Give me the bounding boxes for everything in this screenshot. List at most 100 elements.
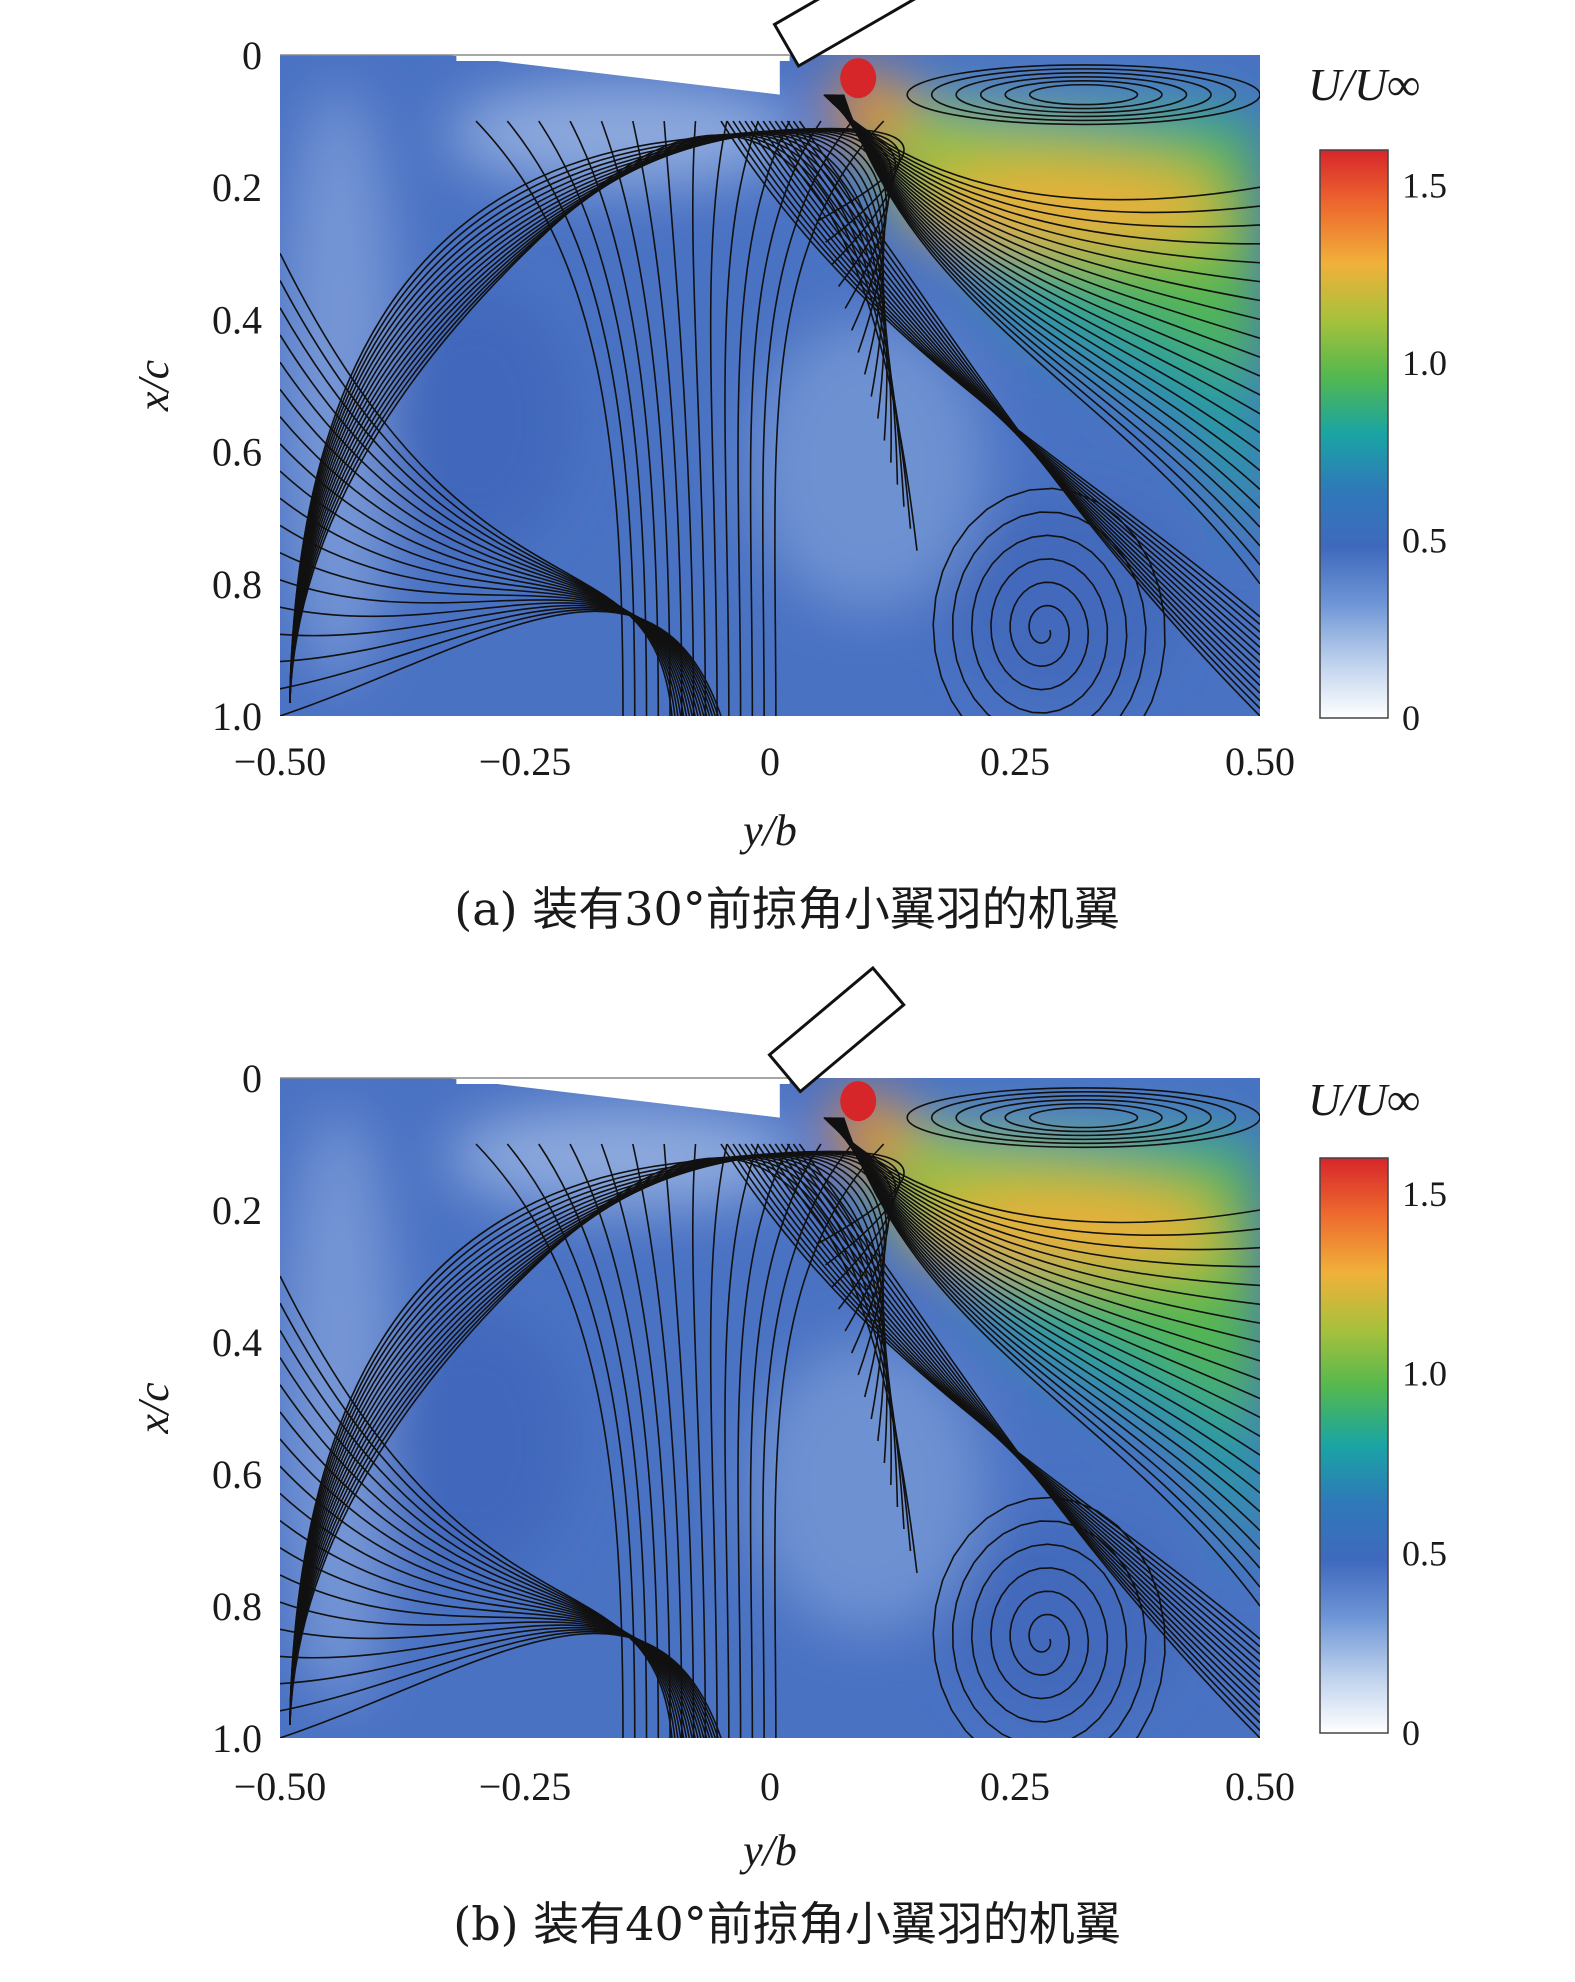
streamline xyxy=(825,94,1260,228)
streamline xyxy=(833,1117,1260,1419)
streamline xyxy=(280,524,702,716)
streamline xyxy=(830,94,1260,340)
streamline xyxy=(792,120,1260,709)
x-tick-label: 0 xyxy=(760,739,780,784)
recirculation-loop xyxy=(930,68,1237,122)
streamline xyxy=(786,1143,1260,1724)
x-tick-label: 0.25 xyxy=(980,1764,1050,1809)
x-axis-label: y/b xyxy=(739,806,797,855)
streamline xyxy=(761,120,853,716)
streamline xyxy=(824,94,1260,214)
colorbar-tick-label: 0 xyxy=(1402,1713,1420,1753)
peak-region xyxy=(840,1081,877,1122)
streamline xyxy=(280,280,676,716)
streamline xyxy=(826,1117,1260,1268)
streamline xyxy=(774,120,1260,687)
streamline xyxy=(832,1117,1260,1400)
colorbar-tick-label: 1.5 xyxy=(1402,1174,1447,1214)
panel-a: −0.50 −0.25 0 0.25 0.5000.20.40.60.81.0y/bx/… xyxy=(129,0,1447,936)
streamline xyxy=(780,1143,1260,1716)
streamline xyxy=(569,1143,660,1738)
streamline xyxy=(280,606,716,716)
recirculation-loop xyxy=(906,1087,1260,1149)
streamline xyxy=(280,1519,699,1738)
streamline xyxy=(289,128,901,703)
streamline xyxy=(749,1143,822,1738)
y-axis-label: x/c xyxy=(129,359,178,412)
streamline xyxy=(842,94,1260,585)
wing-gap xyxy=(446,55,780,95)
streamline xyxy=(828,1117,1260,1324)
streamline xyxy=(569,120,660,716)
panel-caption: (b) 装有40°前掠角小翼羽的机翼 xyxy=(453,1897,1121,1951)
recirculation-loop xyxy=(1028,83,1139,106)
streamline xyxy=(826,94,1260,245)
streamline xyxy=(280,307,679,716)
streamline xyxy=(280,1357,682,1738)
streamline xyxy=(825,1117,1260,1251)
streamline xyxy=(280,416,691,716)
streamline xyxy=(506,120,636,716)
panel-b: −0.50 −0.25 0 0.25 0.5000.20.40.60.81.0y/bx/… xyxy=(129,965,1447,1951)
streamline xyxy=(280,602,711,716)
streamline xyxy=(842,1117,1260,1607)
recirculation-loop xyxy=(930,1091,1237,1145)
colorbar-tick-label: 0.5 xyxy=(1402,1533,1447,1573)
streamline xyxy=(832,94,1260,377)
streamline xyxy=(280,551,705,716)
x-tick-label: 0.50 xyxy=(1225,1764,1295,1809)
recirculation-loop xyxy=(1004,79,1163,110)
streamline xyxy=(280,1631,719,1738)
x-tick-label: −0.25 xyxy=(479,1764,572,1809)
streamline xyxy=(280,1411,688,1738)
streamline xyxy=(289,1157,918,1725)
streamline xyxy=(768,1143,1260,1701)
streamline xyxy=(932,487,1166,716)
y-tick-label: 0.6 xyxy=(212,430,262,475)
streamline xyxy=(761,1143,853,1738)
streamline xyxy=(280,1574,705,1738)
streamline xyxy=(289,1151,901,1725)
streamline xyxy=(280,604,714,716)
streamline xyxy=(709,1143,728,1738)
streamline xyxy=(280,1629,716,1738)
streamline xyxy=(280,610,722,716)
streamline xyxy=(823,1117,1260,1224)
recirculation-loop xyxy=(906,64,1260,126)
streamlines xyxy=(280,64,1260,716)
streamline xyxy=(737,1143,791,1738)
streamline xyxy=(506,1143,636,1738)
streamline xyxy=(280,608,719,716)
streamline xyxy=(749,120,822,716)
recirculation-loop xyxy=(955,72,1212,118)
y-tick-label: 0 xyxy=(242,1056,262,1101)
streamline xyxy=(773,120,885,716)
colorbar-tick-label: 0.5 xyxy=(1402,521,1447,561)
recirculation-loop xyxy=(1004,1102,1163,1133)
streamline xyxy=(786,120,1260,702)
streamline xyxy=(280,579,708,716)
streamline xyxy=(289,127,905,703)
streamline xyxy=(724,1143,759,1738)
peak-region xyxy=(840,58,877,99)
streamline xyxy=(632,120,683,716)
streamline xyxy=(280,1624,711,1738)
streamline xyxy=(691,1143,707,1738)
streamline xyxy=(768,120,1260,679)
streamline xyxy=(280,1275,673,1738)
streamline xyxy=(280,1626,714,1738)
colorbar xyxy=(1319,1157,1389,1734)
streamline xyxy=(280,1632,722,1738)
streamline xyxy=(737,120,791,716)
streamline xyxy=(827,1117,1260,1306)
streamline xyxy=(829,1117,1260,1343)
streamline xyxy=(280,1384,685,1738)
streamline xyxy=(833,94,1260,396)
y-tick-label: 0.2 xyxy=(212,1188,262,1233)
recirculation-loop xyxy=(979,76,1188,114)
streamline xyxy=(792,1143,1260,1731)
streamline xyxy=(798,1143,1260,1738)
y-tick-label: 0.6 xyxy=(212,1452,262,1497)
streamline xyxy=(538,120,648,716)
y-tick-label: 0.4 xyxy=(212,297,262,342)
